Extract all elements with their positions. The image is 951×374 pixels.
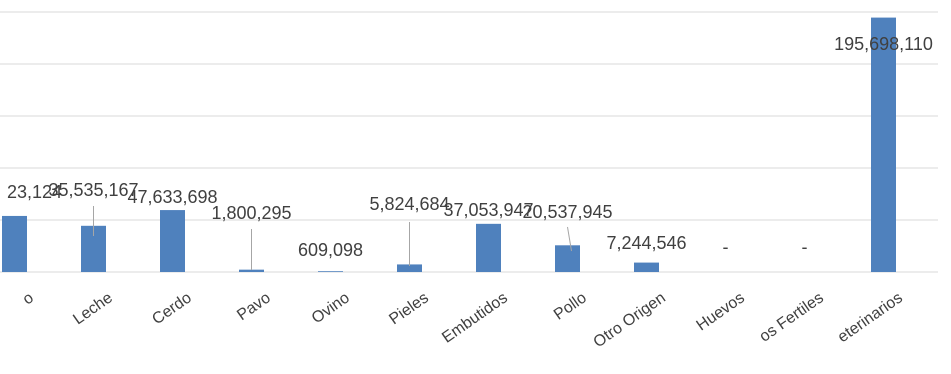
x-tick-label: o xyxy=(20,289,37,308)
x-tick-label: eterinarios xyxy=(835,289,906,346)
x-tick-label: os Fertiles xyxy=(757,289,827,345)
bar-eterinarios xyxy=(871,17,896,273)
x-tick-label: Ovino xyxy=(309,289,353,327)
bar-embutidos xyxy=(476,223,501,272)
data-label: 5,824,684 xyxy=(369,194,449,214)
data-label-leader xyxy=(567,226,572,252)
data-label: 195,698,110 xyxy=(834,34,933,54)
data-label: - xyxy=(802,237,808,257)
data-label: 47,633,698 xyxy=(127,187,217,207)
data-label: 1,800,295 xyxy=(211,203,291,223)
x-tick-label: Leche xyxy=(70,289,116,328)
x-tick-label: Cerdo xyxy=(149,289,195,328)
x-tick-label: Pollo xyxy=(551,289,590,323)
x-tick-label: Pavo xyxy=(234,289,274,324)
data-label: 609,098 xyxy=(298,240,363,260)
data-label: 20,537,945 xyxy=(522,202,612,222)
bar-otro-origen xyxy=(634,262,659,272)
bar-pollo xyxy=(555,245,580,272)
data-label: - xyxy=(723,237,729,257)
data-label: 23,124 xyxy=(7,182,62,202)
bar-pavo xyxy=(239,269,264,272)
bar-o xyxy=(2,215,27,272)
data-label: 7,244,546 xyxy=(606,233,686,253)
x-tick-label: Pieles xyxy=(386,289,431,328)
x-tick-label: Otro Origen xyxy=(591,289,669,351)
bar-cerdo xyxy=(160,210,185,272)
bar-pieles xyxy=(397,264,422,272)
data-label: 35,535,167 xyxy=(48,180,138,200)
data-label: 37,053,947 xyxy=(443,200,533,220)
bar-ovino xyxy=(318,271,343,272)
x-tick-label: Huevos xyxy=(694,289,748,334)
x-tick-label: Embutidos xyxy=(439,289,511,346)
